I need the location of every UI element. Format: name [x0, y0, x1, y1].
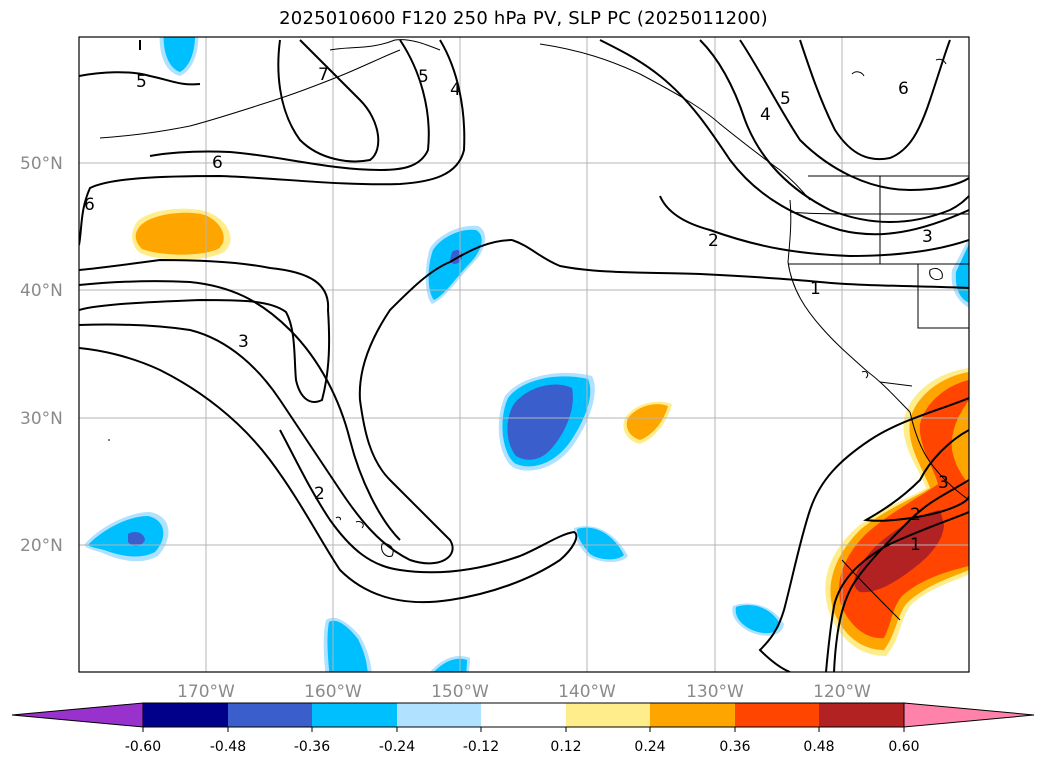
contour-label: 4	[450, 80, 461, 100]
pv-shading	[84, 37, 969, 672]
colorbar-bin	[481, 703, 566, 727]
slp-contours	[79, 39, 969, 672]
colorbar-tick-label: -0.48	[210, 739, 246, 755]
contour-label: 1	[810, 279, 821, 299]
colorbar-tick-label: 0.12	[550, 739, 581, 755]
colorbar-tick-label: -0.12	[463, 739, 499, 755]
contour-label: 3	[938, 473, 949, 493]
lat-labels: 50°N 40°N 30°N 20°N	[20, 154, 63, 556]
lon-label: 140°W	[558, 682, 616, 702]
colorbar-bin	[228, 703, 312, 727]
lon-label: 150°W	[431, 682, 489, 702]
colorbar-right-extend	[903, 702, 1035, 728]
contour-label: 5	[136, 72, 147, 92]
colorbar-tick-label: 0.36	[719, 739, 750, 755]
contour-label: 3	[238, 332, 249, 352]
contour-label: 6	[84, 195, 95, 215]
lon-label: 170°W	[177, 682, 235, 702]
contour-label: 5	[418, 67, 429, 87]
colorbar: -0.60 -0.48 -0.36 -0.24 -0.12 0.12 0.24 …	[11, 702, 1035, 755]
colorbar-bin	[312, 703, 397, 727]
colorbar-tick-label: 0.60	[888, 739, 919, 755]
lon-label: 120°W	[813, 682, 871, 702]
map-area: 5 7 4 5 4 6 6 5 6 2 3 1 3 2 2 1 3	[79, 37, 969, 672]
lon-label: 160°W	[304, 682, 362, 702]
contour-label: 6	[898, 79, 909, 99]
colorbar-bin	[735, 703, 819, 727]
colorbar-tick-label: -0.24	[379, 739, 415, 755]
colorbar-tick-label: 0.48	[803, 739, 834, 755]
colorbar-bin	[650, 703, 735, 727]
contour-label: 2	[314, 484, 325, 504]
colorbar-bin	[143, 703, 228, 727]
contour-label: 1	[910, 535, 921, 555]
colorbar-tick-label: 0.24	[634, 739, 665, 755]
colorbar-bin	[566, 703, 650, 727]
colorbar-bin	[819, 703, 904, 727]
lon-labels: 170°W 160°W 150°W 140°W 130°W 120°W	[177, 682, 871, 702]
map-gridlines	[79, 37, 969, 672]
map-frame	[78, 36, 970, 673]
colorbar-tick-label: -0.36	[294, 739, 330, 755]
colorbar-frame	[142, 702, 905, 728]
colorbar-left-extend	[11, 702, 144, 728]
lat-label: 50°N	[20, 154, 63, 174]
contour-label: 6	[212, 153, 223, 173]
colorbar-tick-label: -0.60	[125, 739, 161, 755]
contour-label: 2	[910, 505, 921, 525]
contour-label: 2	[708, 231, 719, 251]
map-title: 2025010600 F120 250 hPa PV, SLP PC (2025…	[279, 8, 768, 29]
coastlines	[99, 39, 969, 621]
contour-label: 5	[780, 89, 791, 109]
lat-label: 20°N	[20, 536, 63, 556]
lon-label: 130°W	[686, 682, 744, 702]
contour-label: 7	[318, 65, 329, 85]
contour-label: 3	[922, 227, 933, 247]
colorbar-bin	[397, 703, 481, 727]
lat-label: 40°N	[20, 281, 63, 301]
contour-labels: 5 7 4 5 4 6 6 5 6 2 3 1 3 2 2 1 3	[84, 65, 949, 555]
lat-label: 30°N	[20, 409, 63, 429]
contour-label: 4	[760, 105, 771, 125]
